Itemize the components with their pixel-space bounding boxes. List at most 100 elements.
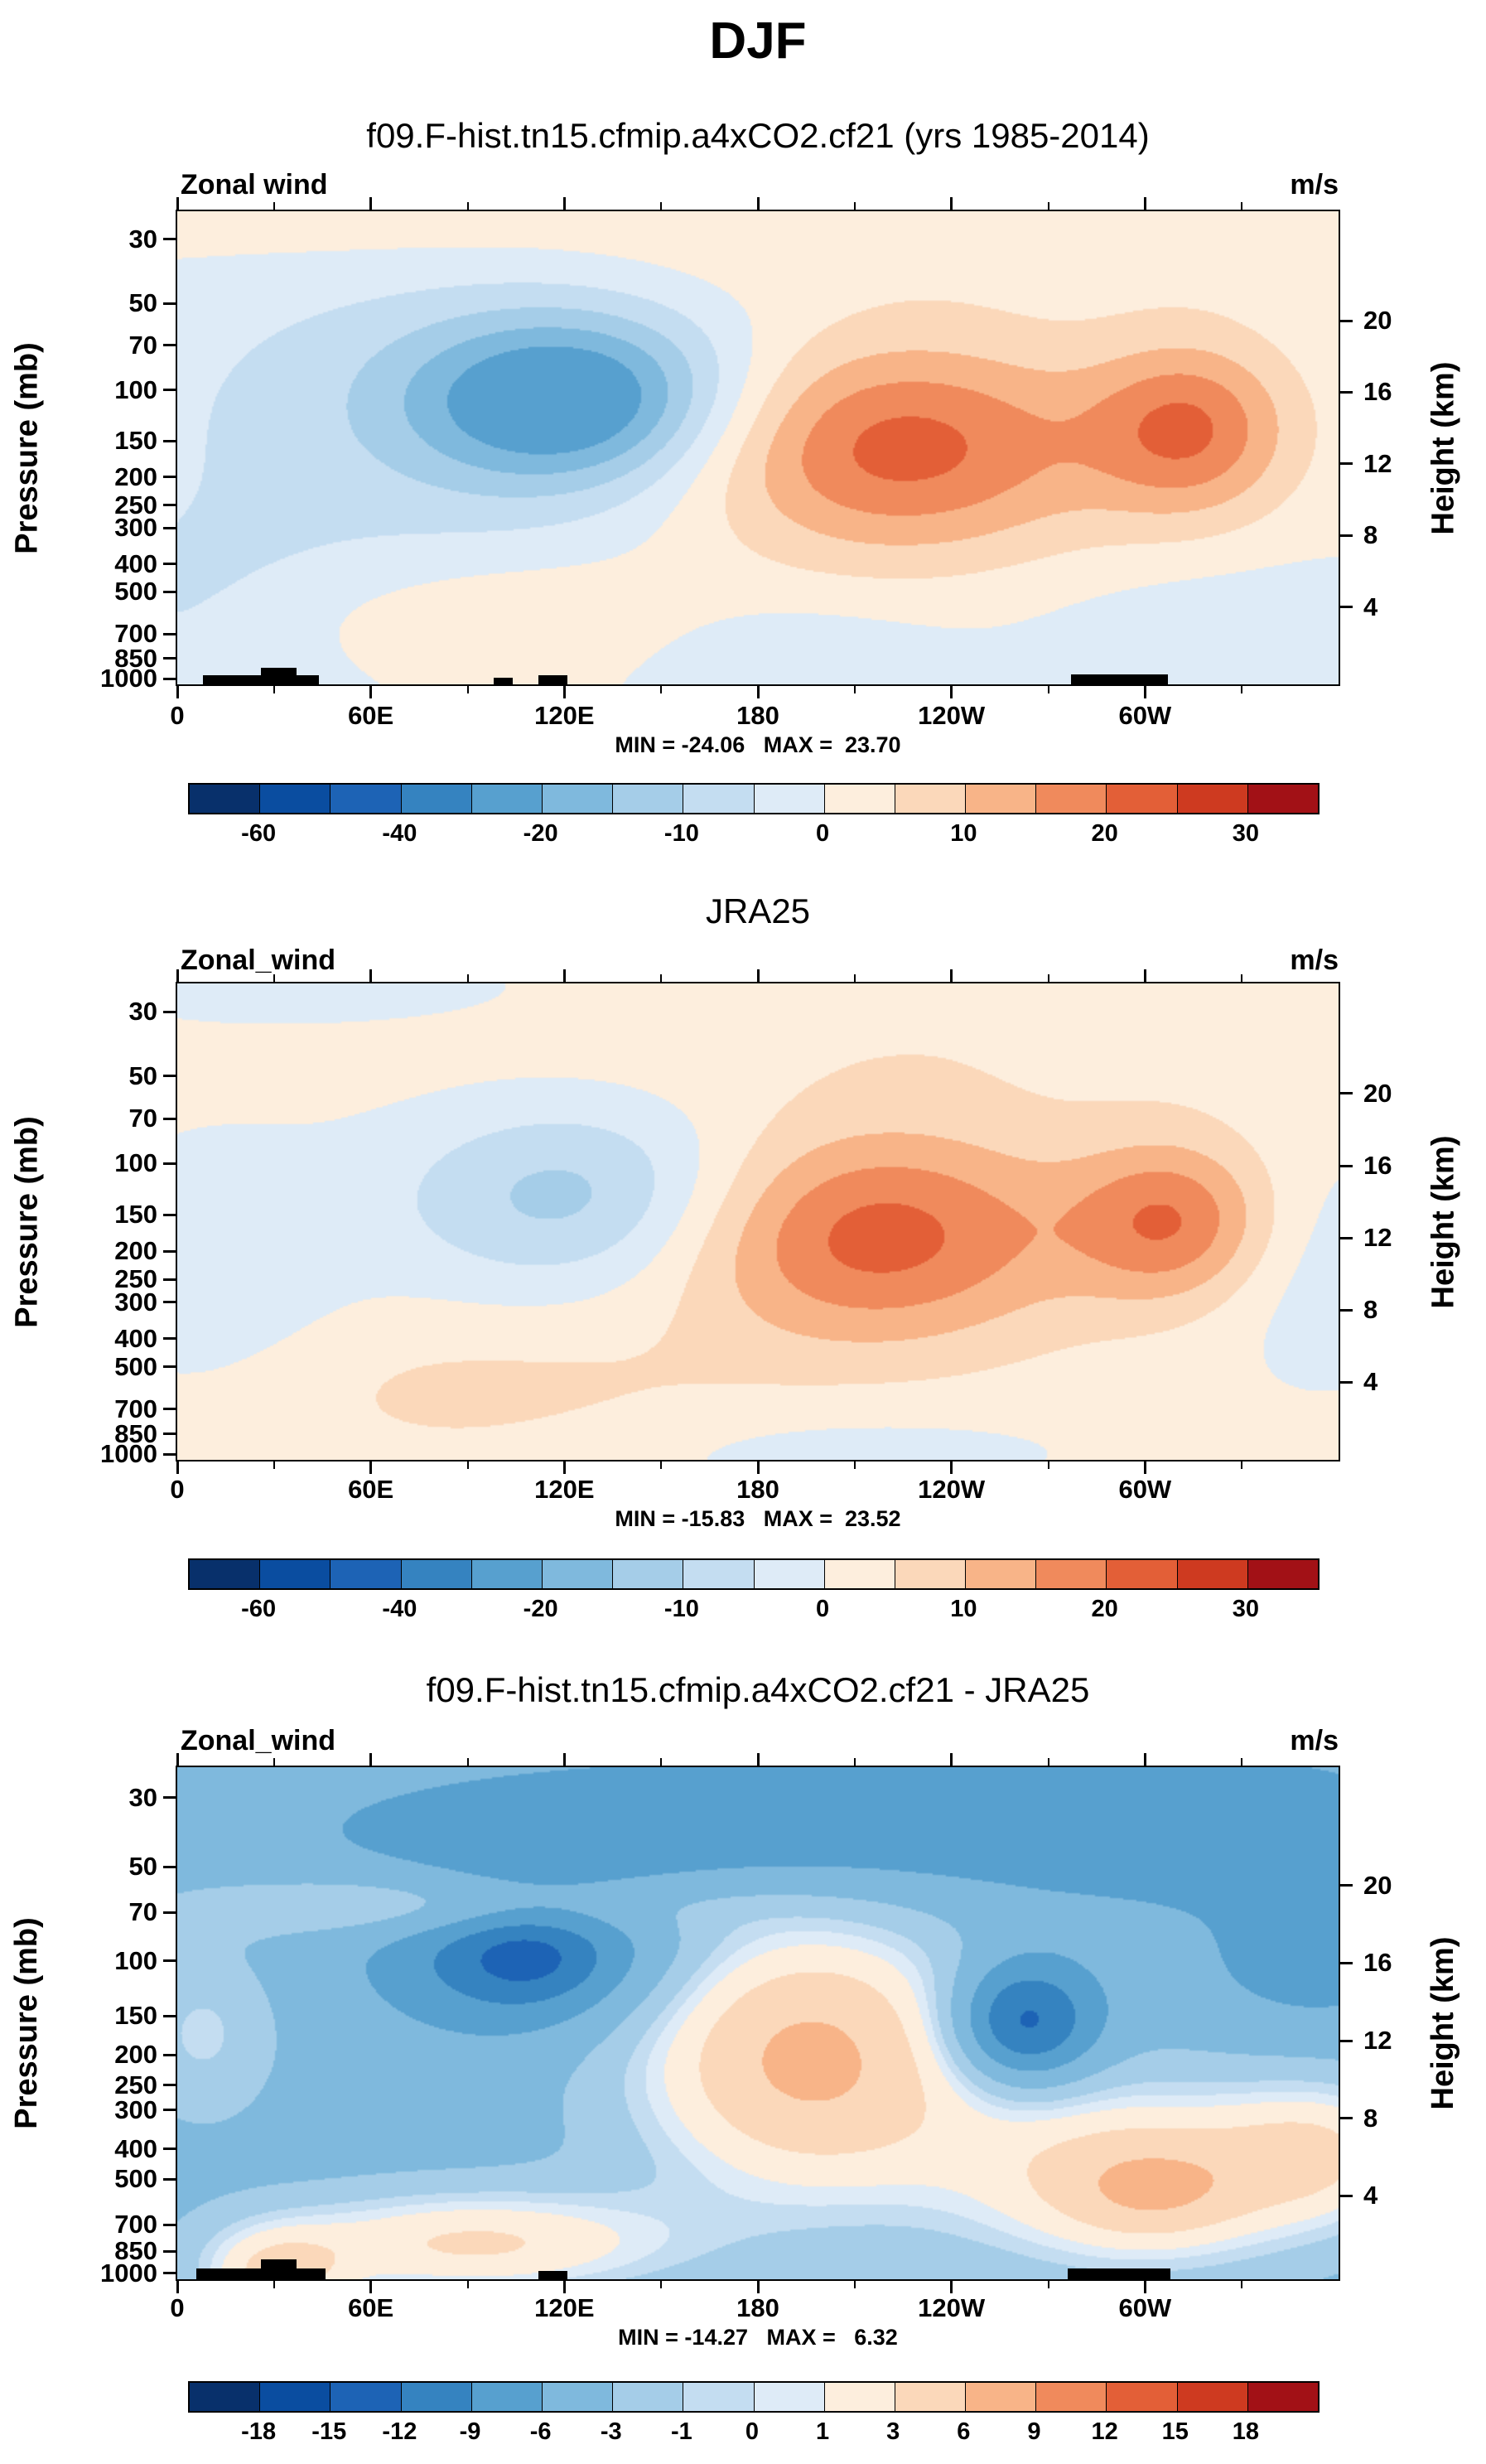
colorbar-cell (1247, 785, 1318, 813)
pressure-tick (163, 563, 176, 566)
colorbar-tick-label: 18 (1232, 2418, 1259, 2445)
colorbar-tick-label: -40 (382, 1596, 417, 1622)
x-axis-tick (756, 1753, 760, 1766)
x-axis-minor-tick (466, 1758, 469, 1766)
colorbar-tick-label: 15 (1161, 2418, 1189, 2445)
topography-bar (261, 2259, 297, 2279)
colorbar-cell (1107, 2383, 1178, 2411)
pressure-tick (163, 2053, 176, 2056)
colorbar-cell (190, 1560, 261, 1588)
x-axis-minor-tick (273, 1758, 275, 1766)
colorbar-cell (471, 1560, 543, 1588)
colorbar-cell (1247, 2383, 1318, 2411)
height-tick-label: 16 (1363, 1151, 1392, 1181)
colorbar-cell (471, 2383, 543, 2411)
height-tick-label: 16 (1363, 1948, 1392, 1978)
pressure-tick (163, 504, 176, 507)
x-axis-minor-tick (1241, 202, 1243, 210)
x-tick-label: 120W (918, 2293, 986, 2322)
height-tick-label: 12 (1363, 448, 1392, 478)
x-axis-minor-tick (660, 2281, 663, 2288)
height-tick (1340, 2039, 1353, 2042)
x-tick-label: 120E (534, 1475, 595, 1504)
colorbar-cell (613, 785, 684, 813)
colorbar-cell (1036, 785, 1107, 813)
x-axis-tick (950, 969, 953, 982)
x-axis-minor-tick (273, 974, 275, 982)
colorbar-cell (401, 2383, 472, 2411)
pressure-tick (163, 1865, 176, 1868)
pressure-tick-label: 70 (128, 1897, 157, 1927)
height-tick-label: 20 (1363, 306, 1392, 336)
x-axis-tick (950, 197, 953, 210)
x-axis-tick (756, 969, 760, 982)
colorbar-tick-label: -10 (663, 1596, 699, 1622)
colorbar-cell (824, 2383, 895, 2411)
pressure-tick-label: 30 (128, 997, 157, 1026)
min-max-label: MIN = -24.06 MAX = 23.70 (615, 732, 901, 757)
pressure-tick (163, 1408, 176, 1411)
x-tick-label: 120W (918, 1475, 986, 1504)
panel-subtitle: f09.F-hist.tn15.cfmip.a4xCO2.cf21 (yrs 1… (366, 116, 1150, 155)
pressure-tick-label: 850 (114, 2236, 157, 2266)
colorbar-cell (613, 2383, 684, 2411)
height-tick-label: 12 (1363, 1223, 1392, 1253)
colorbar-tick-label: 12 (1091, 2418, 1118, 2445)
x-axis-minor-tick (466, 202, 469, 210)
x-axis-tick (176, 1461, 179, 1474)
x-axis-tick (756, 197, 760, 210)
pressure-tick-label: 500 (114, 1351, 157, 1381)
height-tick (1340, 1092, 1353, 1095)
colorbar-tick-label: 3 (886, 2418, 900, 2445)
figure-title: DJF (709, 12, 807, 70)
pressure-tick (163, 344, 176, 347)
pressure-tick-label: 700 (114, 619, 157, 649)
height-tick-label: 4 (1363, 592, 1378, 621)
colorbar-cell (260, 1560, 331, 1588)
x-axis-tick (950, 1461, 953, 1474)
pressure-tick (163, 2109, 176, 2112)
colorbar-tick-label: -40 (382, 820, 417, 847)
height-tick (1340, 1308, 1353, 1312)
x-axis-minor-tick (1047, 974, 1049, 982)
pressure-tick (163, 590, 176, 593)
x-axis-minor-tick (1241, 1461, 1243, 1469)
pressure-tick (163, 1117, 176, 1120)
height-tick (1340, 2117, 1353, 2120)
pressure-tick (163, 1162, 176, 1165)
pressure-tick-label: 70 (128, 1104, 157, 1133)
contour-plot (176, 982, 1340, 1461)
colorbar-tick-label: 30 (1232, 820, 1259, 847)
pressure-tick (163, 1249, 176, 1253)
height-tick (1340, 534, 1353, 537)
pressure-tick (163, 1337, 176, 1341)
pressure-tick (163, 2223, 176, 2226)
x-axis-tick (176, 969, 179, 982)
contour-field-canvas (177, 211, 1339, 684)
pressure-tick-label: 1000 (100, 2258, 157, 2288)
pressure-tick-label: 500 (114, 2164, 157, 2194)
units-label: m/s (1290, 1725, 1339, 1756)
pressure-tick (163, 1278, 176, 1281)
colorbar-cell (683, 2383, 755, 2411)
pressure-tick-label: 100 (114, 1148, 157, 1178)
x-axis-tick (176, 197, 179, 210)
height-tick-label: 8 (1363, 520, 1378, 550)
x-tick-label: 0 (170, 2293, 185, 2322)
height-tick (1340, 1164, 1353, 1167)
colorbar-tick-label: -9 (459, 2418, 481, 2445)
x-axis-minor-tick (853, 202, 856, 210)
pressure-tick (163, 2249, 176, 2253)
pressure-tick-label: 200 (114, 1236, 157, 1266)
colorbar-tick-label: 20 (1091, 1596, 1118, 1622)
colorbar-cell (260, 2383, 331, 2411)
x-axis-minor-tick (853, 2281, 856, 2288)
pressure-tick (163, 2014, 176, 2017)
colorbar-tick-label: -20 (523, 1596, 558, 1622)
pressure-tick (163, 389, 176, 392)
pressure-tick-label: 300 (114, 513, 157, 543)
panel-subtitle: f09.F-hist.tn15.cfmip.a4xCO2.cf21 - JRA2… (426, 1670, 1090, 1709)
height-tick-label: 12 (1363, 2026, 1392, 2056)
x-axis-tick (562, 969, 566, 982)
